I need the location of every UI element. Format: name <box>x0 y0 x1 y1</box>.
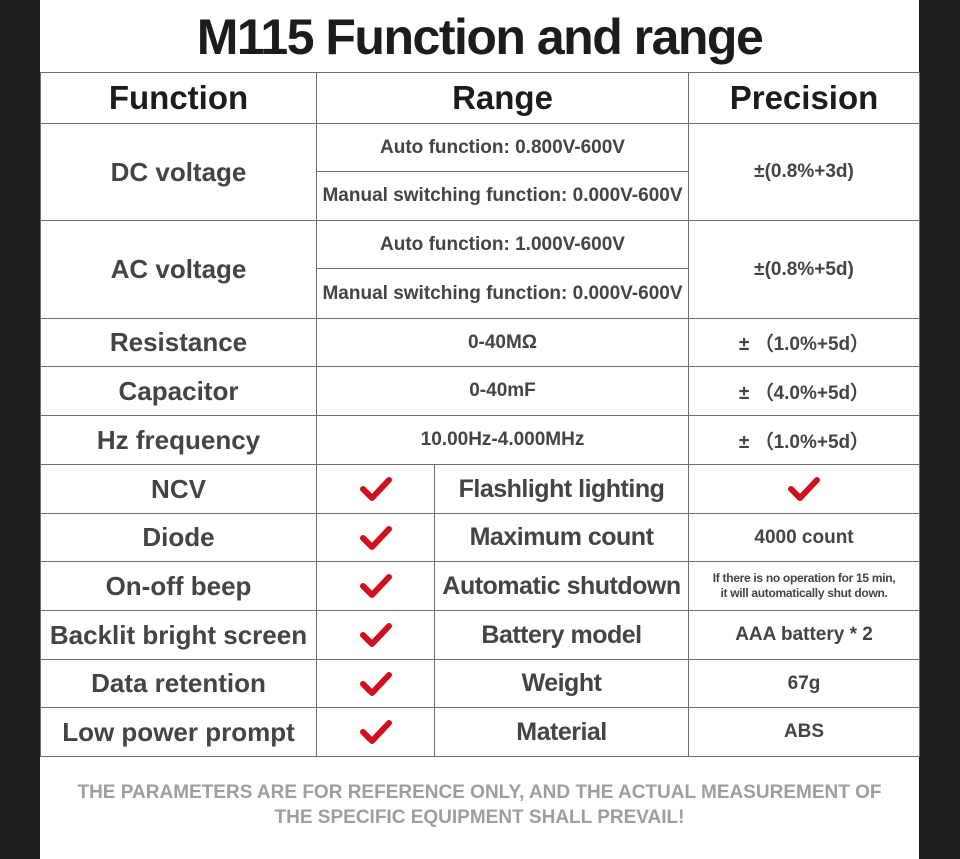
table-row: Hz frequency 10.00Hz-4.000MHz ± （1.0%+5d… <box>40 415 921 465</box>
table-row: Manual switching function: 0.000V-600V <box>41 268 920 319</box>
spec-label: Weight <box>433 659 690 708</box>
spec-label: Automatic shutdown <box>433 561 690 611</box>
feature-row: Data retention Weight 67g <box>40 659 921 708</box>
spec-value: If there is no operation for 15 min, it … <box>688 561 921 611</box>
supported-cell <box>316 610 435 660</box>
check-icon <box>359 477 392 501</box>
range-cell: Manual switching function: 0.000V-600V <box>315 268 690 319</box>
supported-cell <box>316 513 435 562</box>
header-row: Function Range Precision <box>40 72 921 124</box>
function-cell: Hz frequency <box>40 415 317 465</box>
range-cell: Manual switching function: 0.000V-600V <box>315 171 690 221</box>
spec-label: Material <box>433 707 690 757</box>
table-row: Manual switching function: 0.000V-600V <box>41 171 920 221</box>
range-cell: 0-40mF <box>315 366 690 416</box>
range-cell: Auto function: 0.800V-600V <box>315 123 690 172</box>
feature-row: Diode Maximum count 4000 count <box>40 513 921 562</box>
feature-label: Diode <box>40 513 317 562</box>
spec-label: Maximum count <box>433 513 690 562</box>
spec-value <box>688 464 921 514</box>
spec-label: Battery model <box>433 610 690 660</box>
feature-row: On-off beep Automatic shutdown If there … <box>40 561 921 611</box>
supported-cell <box>316 659 435 708</box>
supported-cell <box>316 707 435 757</box>
feature-row: NCV Flashlight lighting <box>40 464 921 514</box>
precision-cell: ±(0.8%+5d) <box>688 220 921 319</box>
header-precision: Precision <box>688 72 921 124</box>
table-row: Resistance 0-40MΩ ± （1.0%+5d） <box>40 318 921 367</box>
supported-cell <box>316 464 435 514</box>
spec-value: 4000 count <box>688 513 921 562</box>
header-function: Function <box>40 72 317 124</box>
table-row: DC voltage Auto function: 0.800V-600V ±(… <box>40 123 921 221</box>
precision-cell: ± （1.0%+5d） <box>688 415 921 465</box>
spec-value: ABS <box>688 707 921 757</box>
feature-row: Low power prompt Material ABS <box>40 707 921 757</box>
spec-label: Flashlight lighting <box>433 464 690 514</box>
feature-label: Low power prompt <box>40 707 317 757</box>
function-cell: AC voltage <box>40 220 317 319</box>
function-cell: Capacitor <box>40 366 317 416</box>
check-icon <box>359 525 392 550</box>
precision-cell: ± （1.0%+5d） <box>688 318 921 367</box>
feature-label: Data retention <box>40 659 317 708</box>
spec-value: 67g <box>688 659 921 708</box>
page-title: M115 Function and range <box>196 9 764 65</box>
feature-row: Backlit bright screen Battery model AAA … <box>40 610 921 660</box>
table-row: AC voltage Auto function: 1.000V-600V ±(… <box>40 220 921 319</box>
shutdown-note-line2: it will automatically shut down. <box>720 586 888 600</box>
feature-label: Backlit bright screen <box>40 610 317 660</box>
check-icon <box>359 720 392 744</box>
disclaimer-line2: THE SPECIFIC EQUIPMENT SHALL PREVAIL! <box>274 807 685 828</box>
function-cell: DC voltage <box>40 123 317 221</box>
range-cell: 10.00Hz-4.000MHz <box>315 415 690 465</box>
disclaimer: THE PARAMETERS ARE FOR REFERENCE ONLY, A… <box>40 780 919 830</box>
check-icon <box>359 574 392 598</box>
check-icon <box>788 477 821 501</box>
spec-value: AAA battery * 2 <box>688 610 921 660</box>
table-row: Capacitor 0-40mF ± （4.0%+5d） <box>40 366 921 416</box>
precision-cell: ±(0.8%+3d) <box>688 123 921 221</box>
spec-sheet: M115 Function and range Function Range P… <box>40 0 921 859</box>
shutdown-note-line1: If there is no operation for 15 min, <box>712 571 896 585</box>
feature-label: NCV <box>40 464 317 514</box>
feature-label: On-off beep <box>40 561 317 611</box>
precision-cell: ± （4.0%+5d） <box>688 366 921 416</box>
check-icon <box>359 623 392 647</box>
disclaimer-line1: THE PARAMETERS ARE FOR REFERENCE ONLY, A… <box>77 782 882 803</box>
check-icon <box>359 671 392 696</box>
supported-cell <box>316 561 435 611</box>
function-cell: Resistance <box>40 318 317 367</box>
header-range: Range <box>315 72 690 124</box>
range-cell: 0-40MΩ <box>315 318 690 367</box>
spec-table: Function Range Precision DC voltage Auto… <box>40 72 921 757</box>
range-cell: Auto function: 1.000V-600V <box>315 220 690 269</box>
